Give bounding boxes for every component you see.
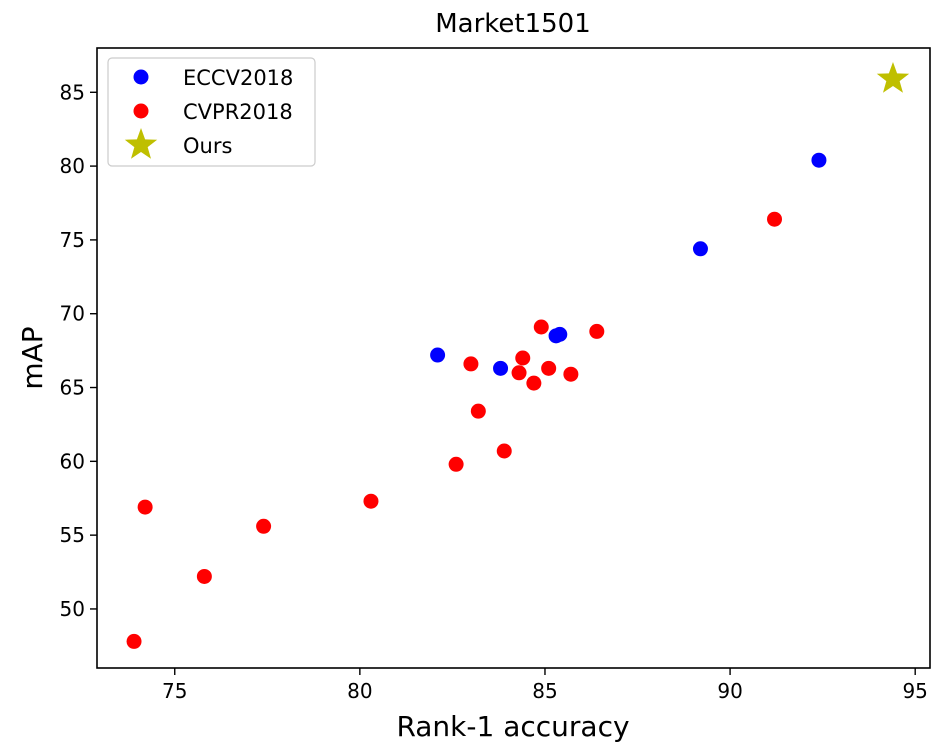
plot-frame bbox=[96, 47, 931, 669]
x-axis-label: Rank-1 accuracy bbox=[396, 710, 629, 743]
data-point bbox=[493, 360, 509, 376]
y-tick-label: 55 bbox=[60, 523, 85, 547]
x-tick-label: 90 bbox=[717, 679, 742, 703]
data-point bbox=[589, 323, 605, 339]
plot-area bbox=[126, 62, 910, 649]
legend-marker bbox=[133, 103, 149, 119]
x-tick-label: 85 bbox=[532, 679, 557, 703]
data-point-star bbox=[876, 62, 910, 93]
data-point bbox=[196, 568, 212, 584]
data-point bbox=[511, 365, 527, 381]
data-point bbox=[811, 152, 827, 168]
data-point bbox=[126, 633, 142, 649]
y-tick-label: 60 bbox=[60, 449, 85, 473]
data-point bbox=[515, 350, 531, 366]
legend-box bbox=[107, 57, 316, 167]
x-tick-label: 75 bbox=[162, 679, 187, 703]
y-tick-label: 75 bbox=[60, 228, 85, 252]
legend-marker bbox=[133, 69, 149, 85]
data-point bbox=[448, 456, 464, 472]
data-point bbox=[363, 493, 379, 509]
data-point bbox=[137, 499, 153, 515]
data-point bbox=[526, 375, 542, 391]
x-axis: 75 80 85 90 95 bbox=[162, 668, 928, 703]
series-cvpr2018 bbox=[126, 211, 783, 649]
data-point bbox=[496, 443, 512, 459]
series-eccv2018 bbox=[430, 152, 827, 376]
y-tick-label: 50 bbox=[60, 597, 85, 621]
data-point bbox=[563, 366, 579, 382]
data-point bbox=[533, 319, 549, 335]
chart-title: Market1501 bbox=[435, 9, 591, 39]
series-ours bbox=[876, 62, 910, 93]
legend-marker-star bbox=[124, 128, 158, 159]
y-tick-label: 65 bbox=[60, 376, 85, 400]
y-tick-label: 85 bbox=[60, 80, 85, 104]
legend-label: CVPR2018 bbox=[183, 100, 293, 124]
data-point bbox=[552, 326, 568, 342]
data-point bbox=[430, 347, 446, 363]
y-tick-label: 80 bbox=[60, 154, 85, 178]
legend-label: Ours bbox=[183, 134, 232, 158]
y-tick-label: 70 bbox=[60, 302, 85, 326]
legend-label: ECCV2018 bbox=[183, 66, 293, 90]
y-axis: 50 55 60 65 70 75 80 85 bbox=[60, 80, 97, 621]
legend: ECCV2018 CVPR2018 Ours bbox=[107, 57, 316, 167]
data-point bbox=[692, 241, 708, 257]
data-point bbox=[767, 211, 783, 227]
data-point bbox=[256, 518, 272, 534]
data-point bbox=[470, 403, 486, 419]
y-axis-label: mAP bbox=[16, 326, 49, 389]
x-tick-label: 95 bbox=[902, 679, 927, 703]
x-tick-label: 80 bbox=[347, 679, 372, 703]
data-point bbox=[541, 360, 557, 376]
data-point bbox=[463, 356, 479, 372]
